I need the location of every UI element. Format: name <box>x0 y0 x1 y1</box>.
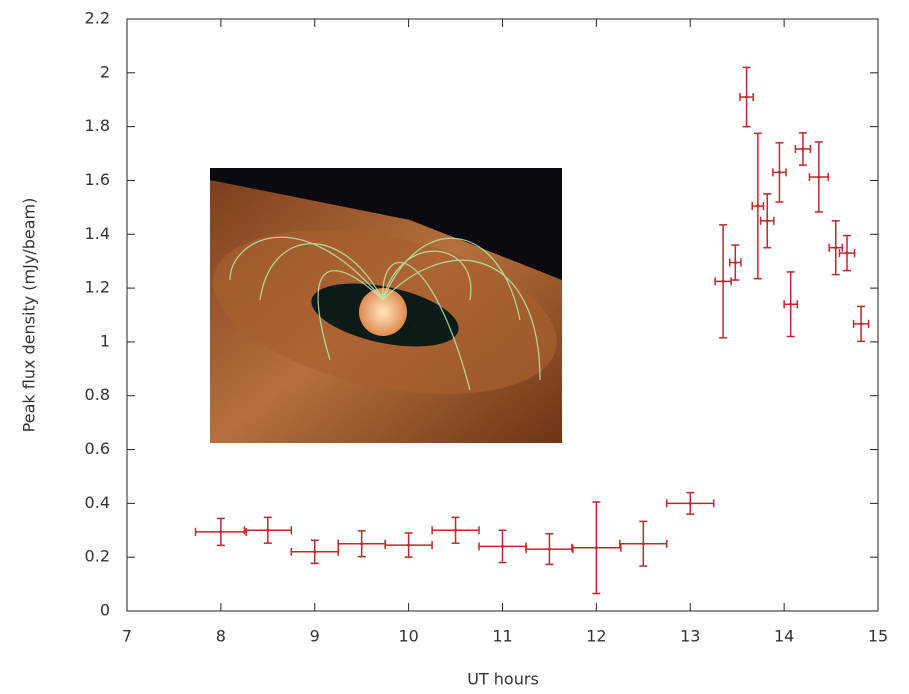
data-point <box>547 547 551 551</box>
y-tick-label: 1.2 <box>85 278 110 297</box>
x-tick-label: 9 <box>310 627 320 646</box>
data-point <box>219 530 223 534</box>
x-tick-label: 14 <box>774 627 794 646</box>
data-point <box>756 204 760 208</box>
x-tick-label: 15 <box>868 627 888 646</box>
y-tick-label: 1 <box>100 331 110 350</box>
y-tick-label: 0.4 <box>85 493 110 512</box>
y-tick-label: 2 <box>100 62 110 81</box>
data-point <box>313 550 317 554</box>
x-tick-label: 12 <box>586 627 606 646</box>
data-point <box>834 246 838 250</box>
data-point <box>360 542 364 546</box>
y-tick-label: 1.8 <box>85 116 110 135</box>
y-tick-label: 0 <box>100 601 110 620</box>
y-tick-label: 1.4 <box>85 224 110 243</box>
data-point <box>266 528 270 532</box>
data-point <box>594 546 598 550</box>
data-point <box>801 147 805 151</box>
y-tick-label: 0.8 <box>85 385 110 404</box>
data-point <box>817 175 821 179</box>
x-tick-label: 13 <box>680 627 700 646</box>
x-tick-label: 10 <box>398 627 418 646</box>
data-point <box>789 302 793 306</box>
data-point <box>765 219 769 223</box>
data-point <box>733 261 737 265</box>
data-point <box>721 279 725 283</box>
x-axis-label: UT hours <box>467 670 539 689</box>
x-tick-label: 8 <box>216 627 226 646</box>
y-tick-label: 0.2 <box>85 547 110 566</box>
y-axis-label: Peak flux density (mJy/beam) <box>20 198 39 433</box>
data-point <box>745 95 749 99</box>
y-tick-label: 2.2 <box>85 9 110 28</box>
data-point <box>688 501 692 505</box>
x-tick-label: 7 <box>122 627 132 646</box>
data-point <box>454 528 458 532</box>
data-point <box>845 251 849 255</box>
inset-image <box>210 168 562 443</box>
data-point <box>407 543 411 547</box>
data-point <box>859 322 863 326</box>
x-tick-label: 11 <box>492 627 512 646</box>
y-tick-label: 0.6 <box>85 439 110 458</box>
y-tick-label: 1.6 <box>85 170 110 189</box>
data-point <box>501 544 504 548</box>
data-point <box>641 542 645 546</box>
data-point <box>777 170 781 174</box>
